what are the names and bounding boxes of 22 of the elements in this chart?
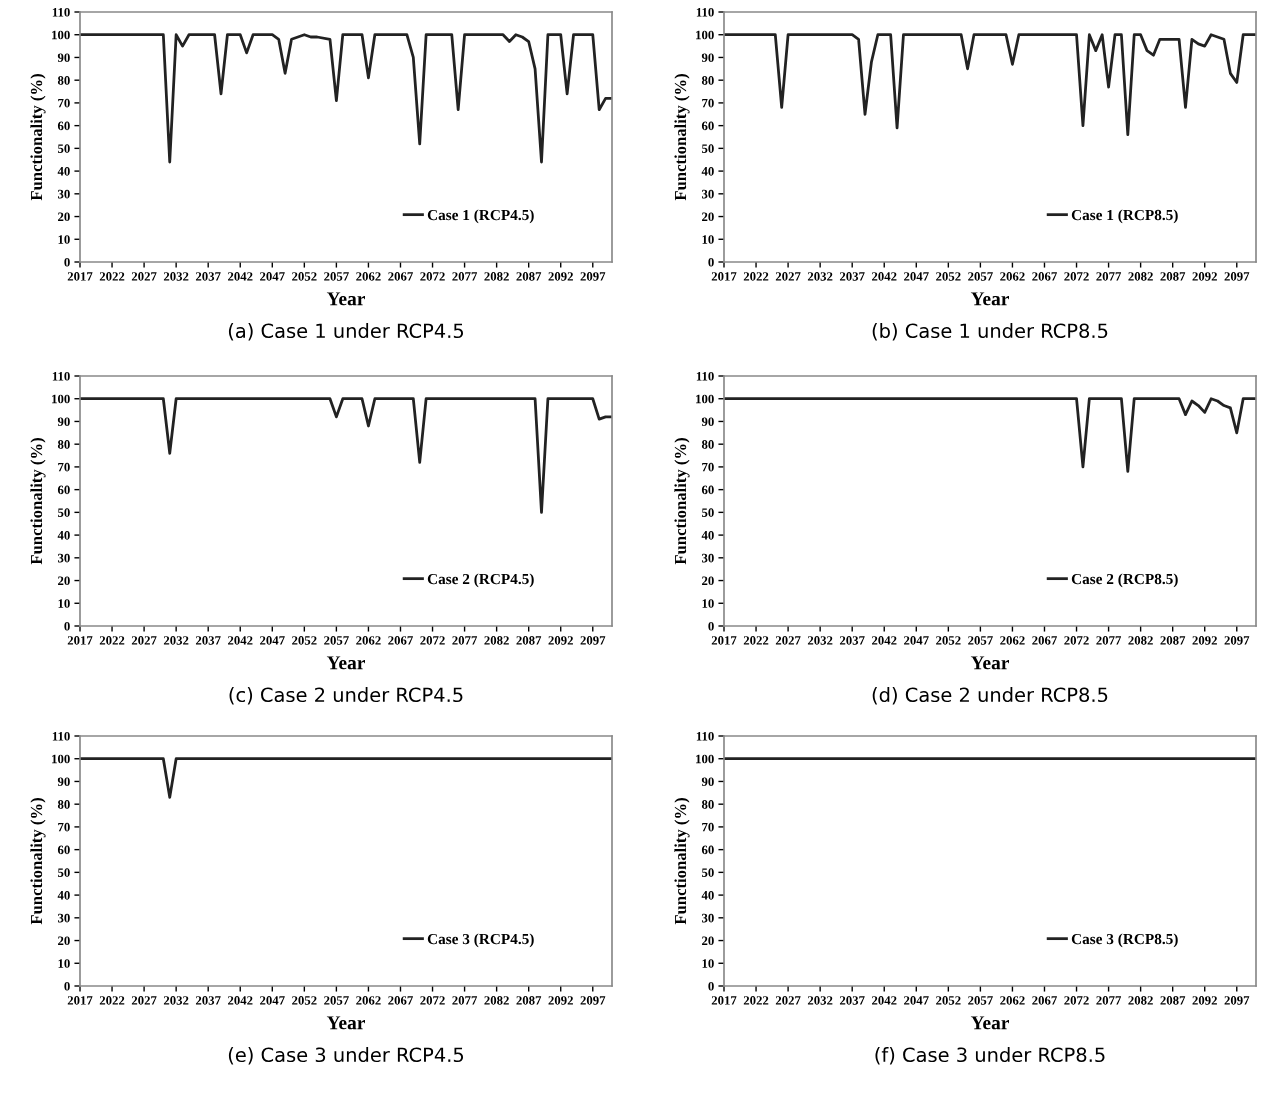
- x-axis-title: Year: [326, 656, 366, 670]
- x-axis-title: Year: [970, 1016, 1010, 1030]
- text: (a) Case 1 under RCP4.5: [228, 323, 464, 341]
- text: (d) Case 2 under RCP8.5: [872, 687, 1108, 705]
- y-axis-title: Functionality (%): [30, 798, 46, 925]
- y-axis-title: Functionality (%): [674, 438, 690, 565]
- line-series: [724, 33, 1256, 137]
- text: (e) Case 3 under RCP4.5: [228, 1047, 464, 1065]
- line-series: [724, 397, 1256, 473]
- text: (c) Case 2 under RCP4.5: [229, 687, 463, 705]
- line-series: [80, 33, 612, 164]
- x-axis-title: Year: [970, 656, 1010, 670]
- text: (f) Case 3 under RCP8.5: [875, 1047, 1105, 1065]
- y-axis-title: Functionality (%): [30, 438, 46, 565]
- text: (b) Case 1 under RCP8.5: [872, 323, 1108, 341]
- y-axis-title: Functionality (%): [674, 74, 690, 201]
- y-axis-title: Functionality (%): [674, 798, 690, 925]
- x-axis-title: Year: [326, 1016, 366, 1030]
- x-axis-title: Year: [326, 292, 366, 306]
- y-axis-title: Functionality (%): [30, 74, 46, 201]
- line-series: [80, 397, 612, 514]
- x-axis-title: Year: [970, 292, 1010, 306]
